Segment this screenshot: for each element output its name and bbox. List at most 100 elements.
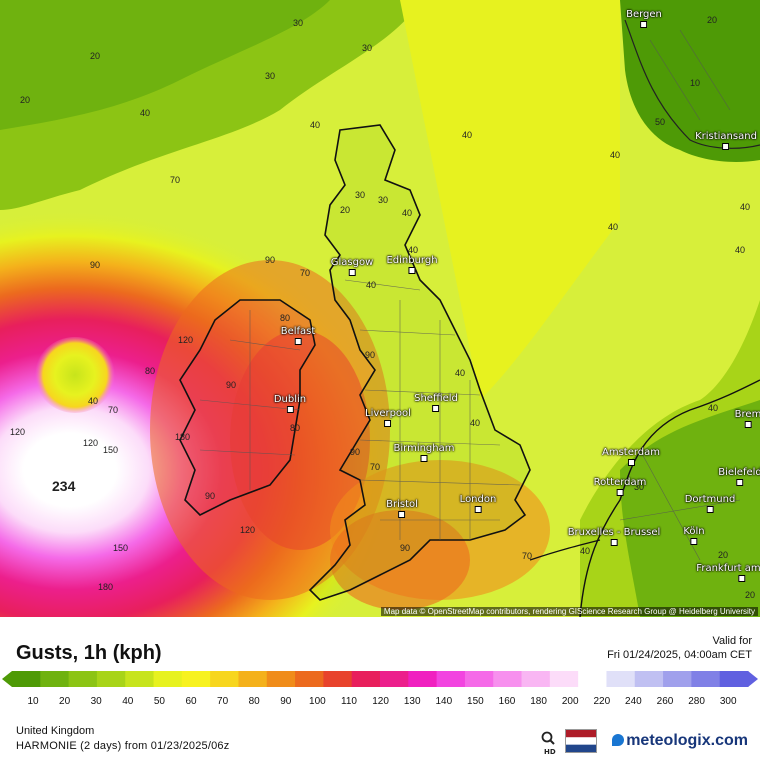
city-glasgow: Glasgow (331, 257, 374, 276)
scale-tick-label: 40 (122, 696, 134, 707)
scale-tick-label: 160 (498, 696, 516, 707)
contour-label: 70 (108, 405, 119, 415)
city-bruxelles-brussel: Bruxelles - Brussel (568, 527, 661, 546)
scale-swatch (663, 671, 692, 687)
contour-label: 40 (366, 280, 377, 290)
contour-label: 70 (522, 551, 533, 561)
contour-label: 30 (293, 18, 304, 28)
scale-swatch (153, 671, 183, 687)
contour-label: 80 (145, 366, 156, 376)
scale-swatch (521, 671, 551, 687)
scale-swatch (12, 671, 41, 687)
contour-label: 40 (140, 108, 151, 118)
city-bergen: Bergen (626, 9, 662, 28)
contour-label: 30 (265, 71, 276, 81)
model-label[interactable]: HARMONIE (2 days) from 01/23/2025/06z (16, 740, 230, 752)
scale-tick-label: 110 (341, 696, 357, 707)
city-sheffield: Sheffield (414, 393, 458, 412)
scale-swatch (634, 671, 664, 687)
scale-tick-label: 30 (90, 696, 102, 707)
brand-name: meteologix.com (626, 732, 748, 749)
contour-label: 20 (90, 51, 101, 61)
contour-label: 90 (226, 380, 237, 390)
contour-label: 120 (178, 335, 194, 345)
city-frankfurt-am-main: Frankfurt am Main (696, 563, 760, 582)
scale-arrow-low (2, 671, 12, 687)
city-bielefeld: Bielefeld (718, 467, 760, 486)
scale-tick-label: 20 (59, 696, 71, 707)
scale-swatch (606, 671, 636, 687)
contour-label: 40 (470, 418, 481, 428)
scale-swatch (351, 671, 381, 687)
color-scale (2, 671, 758, 687)
contour-label: 40 (740, 202, 751, 212)
brand-logo[interactable]: meteologix.com (612, 732, 748, 750)
contour-label: 40 (455, 368, 466, 378)
city-dortmund: Dortmund (685, 494, 736, 513)
scale-arrow-high (748, 671, 758, 687)
scale-swatch (181, 671, 211, 687)
city-edinburgh: Edinburgh (386, 255, 437, 274)
scale-swatch (68, 671, 98, 687)
scale-tick-label: 300 (719, 696, 737, 707)
scale-tick-label: 180 (530, 696, 547, 707)
contour-label: 80 (280, 313, 291, 323)
contour-label: 30 (378, 195, 389, 205)
contour-label: 40 (610, 150, 621, 160)
contour-label: 120 (83, 438, 99, 448)
map-attribution[interactable]: Map data © OpenStreetMap contributors, r… (380, 607, 758, 616)
contour-label: 150 (103, 445, 119, 455)
map-canvas (0, 0, 760, 617)
hd-search-icon[interactable]: HD (540, 731, 558, 755)
scale-swatch (436, 671, 466, 687)
city-liverpool: Liverpool (365, 408, 411, 427)
scale-tick-label: 90 (280, 696, 292, 707)
scale-tick-label: 280 (688, 696, 705, 707)
legend-panel: Gusts, 1h (kph) Valid for Fri 01/24/2025… (0, 617, 760, 760)
region-label: United Kingdom (16, 725, 95, 737)
scale-swatch (266, 671, 296, 687)
scale-swatch (719, 671, 749, 687)
scale-tick-label: 240 (625, 696, 642, 707)
contour-label: 30 (355, 190, 366, 200)
contour-label: 180 (175, 432, 191, 442)
hd-label: HD (544, 748, 556, 755)
scale-swatch (210, 671, 239, 687)
city-belfast: Belfast (281, 326, 316, 345)
contour-label: 40 (402, 208, 413, 218)
scale-swatch (125, 671, 155, 687)
legend-title: Gusts, 1h (kph) (16, 642, 162, 664)
scale-tick-label: 80 (248, 696, 260, 707)
scale-tick-label: 260 (656, 696, 674, 707)
city-dublin: Dublin (274, 394, 306, 413)
scale-swatch (323, 671, 353, 687)
contour-label: 70 (300, 268, 311, 278)
scale-tick-label: 200 (561, 696, 579, 707)
netherlands-flag-icon[interactable] (565, 729, 597, 753)
contour-label: 90 (365, 350, 376, 360)
city-k-ln: Köln (683, 526, 704, 545)
gust-map[interactable]: 234 30 20 30 20 30 40 30 40 20 10 20 40 40 40 70 90 80 70… (0, 0, 760, 617)
contour-label: 40 (708, 403, 719, 413)
scale-swatch (464, 671, 494, 687)
scale-tick-label: 140 (435, 696, 453, 707)
scale-swatch (380, 671, 409, 687)
scale-swatch (578, 671, 607, 687)
valid-time: Fri 01/24/2025, 04:00am CET (607, 649, 752, 661)
scale-tick-label: 150 (467, 696, 484, 707)
contour-label: 30 (362, 43, 373, 53)
contour-label: 180 (98, 582, 114, 592)
city-birmingham: Birmingham (394, 443, 455, 462)
contour-label: 40 (408, 245, 419, 255)
city-kristiansand: Kristiansand (695, 131, 757, 150)
max-gust-label: 234 (52, 478, 76, 494)
contour-label: 150 (113, 543, 129, 553)
contour-label: 80 (290, 423, 301, 433)
city-rotterdam: Rotterdam (594, 477, 647, 496)
city-amsterdam: Amsterdam (602, 447, 660, 466)
scale-tick-label: 60 (185, 696, 197, 707)
contour-label: 40 (462, 130, 473, 140)
contour-label: 90 (90, 260, 101, 270)
contour-label: 20 (20, 95, 31, 105)
contour-label: 40 (580, 546, 591, 556)
